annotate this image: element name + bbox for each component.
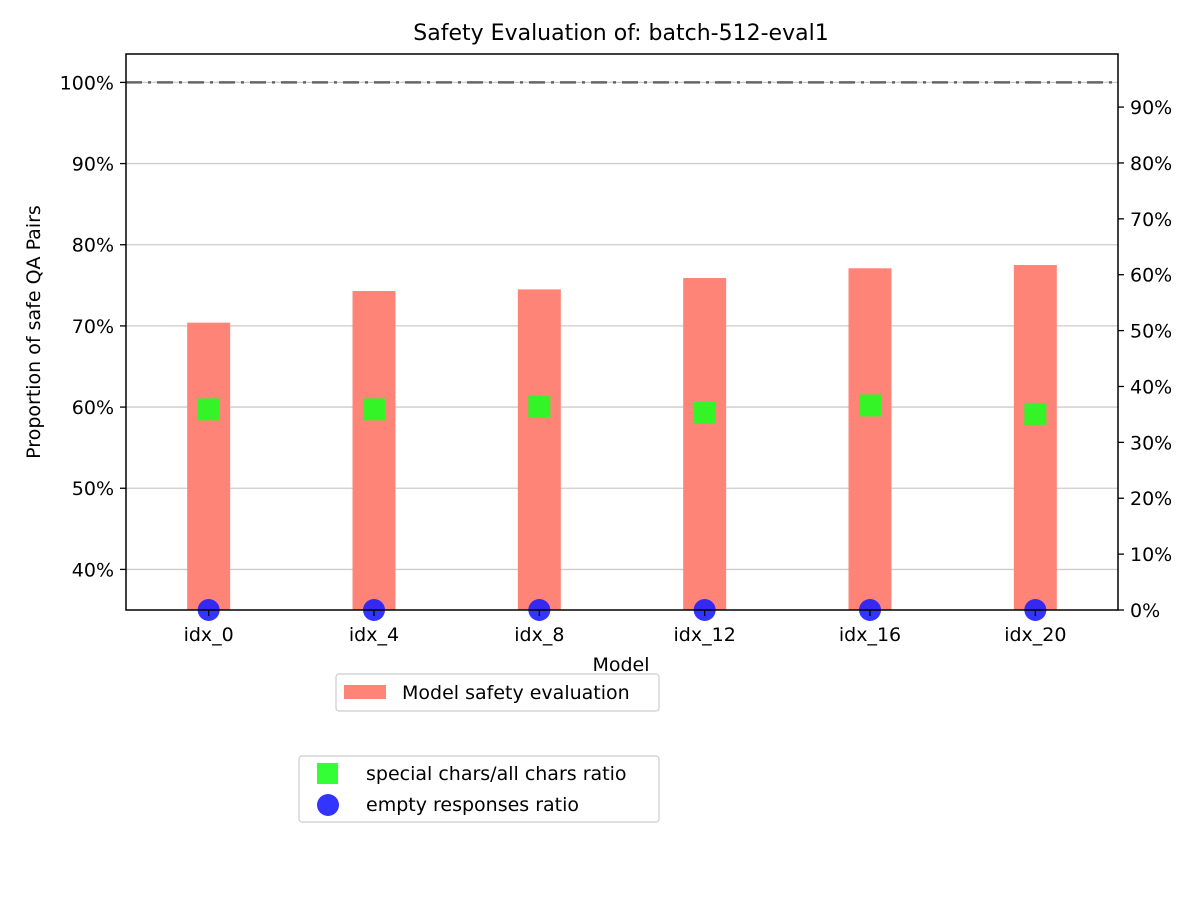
legend-label-circle: empty responses ratio: [366, 794, 579, 816]
legend-bars: Model safety evaluation: [335, 673, 660, 712]
x-axis: idx_0 idx_4 idx_8 idx_12 idx_16 idx_20: [184, 610, 1066, 646]
y-axis-label: Proportion of safe QA Pairs: [23, 205, 45, 459]
right-y-tick-label: 80%: [1130, 153, 1172, 175]
x-tick-label: idx_0: [184, 624, 234, 646]
right-y-tick-label: 20%: [1130, 488, 1172, 510]
square-marker-idx_12: [693, 401, 716, 424]
bar-idx_20: [1013, 265, 1057, 610]
right-y-tick-label: 50%: [1130, 321, 1172, 343]
x-tick-label: idx_12: [674, 624, 736, 646]
left-y-tick-label: 90%: [72, 154, 114, 176]
square-marker-idx_16: [859, 394, 881, 417]
left-y-tick-label: 40%: [72, 559, 114, 581]
right-y-tick-label: 40%: [1130, 376, 1172, 398]
chart-title: Safety Evaluation of: batch-512-eval1: [413, 21, 828, 46]
bar-idx_16: [848, 268, 892, 610]
bar-idx_0: [187, 322, 231, 610]
bar-idx_4: [352, 291, 396, 610]
legend-swatch-circle: [317, 794, 339, 816]
x-axis-label: Model: [592, 654, 649, 676]
right-y-tick-label: 0%: [1130, 600, 1160, 622]
right-y-axis: 0% 10% 20% 30% 40% 50% 60% 70% 80% 90%: [1118, 97, 1172, 622]
left-y-tick-label: 80%: [72, 235, 114, 257]
square-marker-idx_8: [528, 395, 551, 418]
plot-frame: [125, 53, 1119, 611]
legend-frame: [298, 755, 660, 823]
right-y-tick-label: 10%: [1130, 544, 1172, 566]
right-y-tick-label: 70%: [1130, 209, 1172, 231]
legend-label-square: special chars/all chars ratio: [366, 763, 627, 785]
bar-idx_8: [517, 289, 561, 610]
bars: [187, 265, 1057, 610]
left-y-axis: 40% 50% 60% 70% 80% 90% 100%: [60, 72, 126, 581]
bar-idx_12: [683, 278, 727, 610]
x-tick-label: idx_8: [514, 624, 564, 646]
left-y-tick-label: 100%: [60, 72, 114, 94]
right-y-tick-label: 60%: [1130, 265, 1172, 287]
right-y-tick-label: 90%: [1130, 97, 1172, 119]
legend-swatch-square: [317, 763, 338, 784]
square-marker-idx_4: [363, 398, 385, 421]
x-tick-label: idx_16: [839, 624, 901, 646]
x-tick-label: idx_4: [349, 624, 399, 646]
legend-label-bar: Model safety evaluation: [402, 682, 630, 704]
legend-frame: [335, 673, 660, 712]
left-y-tick-label: 70%: [72, 316, 114, 338]
right-y-tick-label: 30%: [1130, 432, 1172, 454]
grid-lines: [126, 81, 1118, 571]
square-marker-idx_20: [1024, 402, 1047, 425]
x-tick-label: idx_20: [1004, 624, 1066, 646]
legend-swatch-bar: [344, 685, 386, 699]
square-marker-idx_0: [197, 398, 220, 421]
left-y-tick-label: 60%: [72, 397, 114, 419]
left-y-tick-label: 50%: [72, 478, 114, 500]
legend-markers: special chars/all chars ratio empty resp…: [298, 755, 660, 823]
